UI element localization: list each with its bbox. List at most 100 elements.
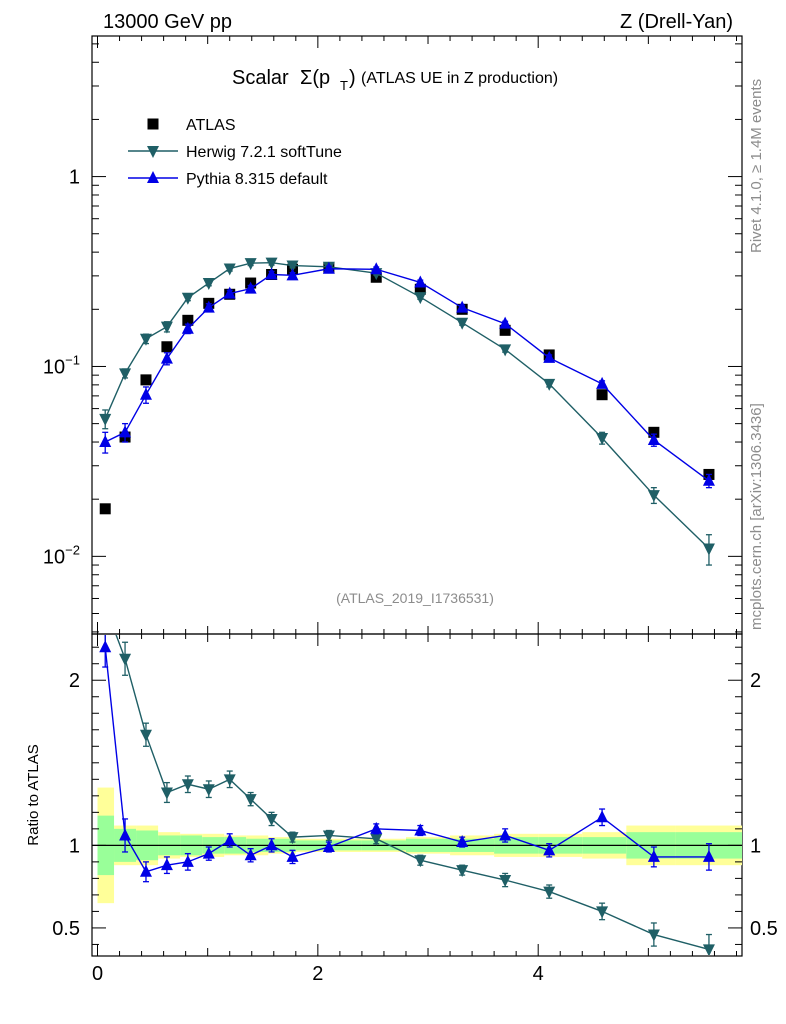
herwig-data-point (499, 344, 512, 357)
pythia-ratio-point (702, 849, 715, 862)
herwig-data-point (543, 378, 556, 391)
herwig-ratio-point (244, 794, 257, 807)
herwig-data-point (286, 260, 299, 273)
herwig-ratio-point (223, 774, 236, 787)
ratio-y-tick-label-right: 2 (750, 670, 761, 692)
herwig-line (104, 261, 710, 549)
herwig-ratio-point (286, 832, 299, 845)
pythia-data-point (499, 316, 512, 329)
herwig-ratio-point (414, 855, 427, 868)
legend: ATLAS Herwig 7.2.1 softTune Pythia 8.315 d… (128, 117, 342, 188)
herwig-data-point (414, 292, 427, 305)
ratio-data-layer (99, 635, 715, 955)
herwig-data-point (160, 321, 173, 334)
herwig-ratio-point (499, 875, 512, 888)
pythia-ratio-point (543, 843, 556, 856)
pythia-ratio-point (499, 828, 512, 841)
herwig-ratio-line (115, 635, 710, 951)
herwig-ratio-point (119, 653, 132, 666)
atlas-data-point (140, 374, 152, 386)
y-tick-label: 10−1 (43, 352, 80, 378)
herwig-ratio-point (181, 779, 194, 792)
atlas-data-point (414, 283, 426, 295)
herwig-data-point (181, 292, 194, 305)
atlas-data-point (596, 389, 608, 401)
atlas-legend-marker (147, 118, 159, 130)
herwig-data-point (702, 543, 715, 556)
pythia-ratio-point (223, 833, 236, 846)
atlas-data-point (499, 324, 511, 336)
pythia-data-point (119, 425, 132, 438)
pythia-ratio-point (414, 823, 427, 836)
herwig-data-point (456, 317, 469, 330)
plot-title-sigma: Σ(p (300, 67, 330, 89)
ratio-y-tick-label-right: 0.5 (750, 918, 778, 940)
rivet-version-label: Rivet 4.1.0, ≥ 1.4M events (748, 79, 765, 253)
y-tick-label: 1 (69, 167, 80, 189)
ratio-y-tick-label-right: 1 (750, 835, 761, 857)
axis-ticks: 0 2 4 10−2 10−1 1 0.5 0.5 1 1 2 2 (43, 36, 778, 985)
herwig-data-point (119, 368, 132, 381)
pythia-data-point (456, 300, 469, 313)
herwig-data-point (244, 258, 257, 271)
plot-title-prefix: Scalar (232, 67, 289, 89)
herwig-ratio-point (543, 886, 556, 899)
herwig-data-point (596, 433, 609, 446)
plot-title-suffix: (ATLAS UE in Z production) (361, 70, 558, 87)
pythia-data-point (181, 321, 194, 334)
ratio-y-tick-label: 1 (69, 835, 80, 857)
herwig-ratio-point (265, 813, 278, 826)
herwig-ratio-point (456, 865, 469, 878)
herwig-data-point (647, 490, 660, 503)
herwig-ratio-point (139, 729, 152, 742)
x-tick-label: 2 (312, 963, 323, 985)
pythia-data-point (322, 261, 335, 274)
pythia-data-point (99, 435, 112, 448)
pythia-ratio-point (370, 821, 383, 834)
pythia-data-point (223, 286, 236, 299)
main-data-layer (99, 257, 715, 566)
herwig-ratio-point (702, 944, 715, 955)
pythia-ratio-point (160, 858, 173, 871)
pythia-ratio-point (99, 640, 112, 653)
process-label: Z (Drell-Yan) (620, 11, 733, 33)
atlas-legend-label: ATLAS (186, 117, 236, 134)
pythia-ratio-point (119, 828, 132, 841)
plot-title-group: Scalar Σ(p T ) (ATLAS UE in Z production… (232, 67, 558, 93)
pythia-ratio-point (456, 835, 469, 848)
herwig-legend-label: Herwig 7.2.1 softTune (186, 144, 342, 161)
herwig-ratio-point (322, 830, 335, 843)
pythia-ratio-point (181, 854, 194, 867)
pythia-legend-marker (147, 171, 159, 183)
pythia-ratio-point (596, 810, 609, 823)
herwig-ratio-point (202, 784, 215, 797)
pythia-data-point (265, 267, 278, 280)
analysis-watermark: (ATLAS_2019_I1736531) (336, 590, 494, 606)
pythia-data-point (543, 350, 556, 363)
pythia-legend-label: Pythia 8.315 default (186, 171, 328, 188)
herwig-data-point (265, 257, 278, 270)
herwig-data-point (223, 263, 236, 276)
pythia-ratio-point (244, 848, 257, 861)
herwig-ratio-point (160, 787, 173, 800)
ratio-panel-frame (91, 633, 743, 957)
atlas-data-point (182, 314, 194, 326)
ratio-y-axis-label: Ratio to ATLAS (25, 744, 42, 845)
beam-energy-label: 13000 GeV pp (103, 11, 232, 33)
pythia-data-point (160, 351, 173, 364)
ratio-y-tick-label: 2 (69, 670, 80, 692)
herwig-legend-marker (147, 146, 159, 158)
pythia-ratio-point (322, 840, 335, 853)
pythia-data-point (202, 300, 215, 313)
plot-title-close: ) (349, 67, 356, 89)
pythia-ratio-point (202, 846, 215, 859)
mcplots-reference-label: mcplots.cern.ch [arXiv:1306.3436] (748, 403, 765, 630)
herwig-data-point (202, 278, 215, 291)
atlas-data-point (161, 341, 173, 353)
x-tick-label: 4 (533, 963, 544, 985)
x-tick-label: 0 (92, 963, 103, 985)
herwig-ratio-point (596, 906, 609, 919)
pythia-data-point (596, 376, 609, 389)
pythia-data-point (702, 473, 715, 486)
